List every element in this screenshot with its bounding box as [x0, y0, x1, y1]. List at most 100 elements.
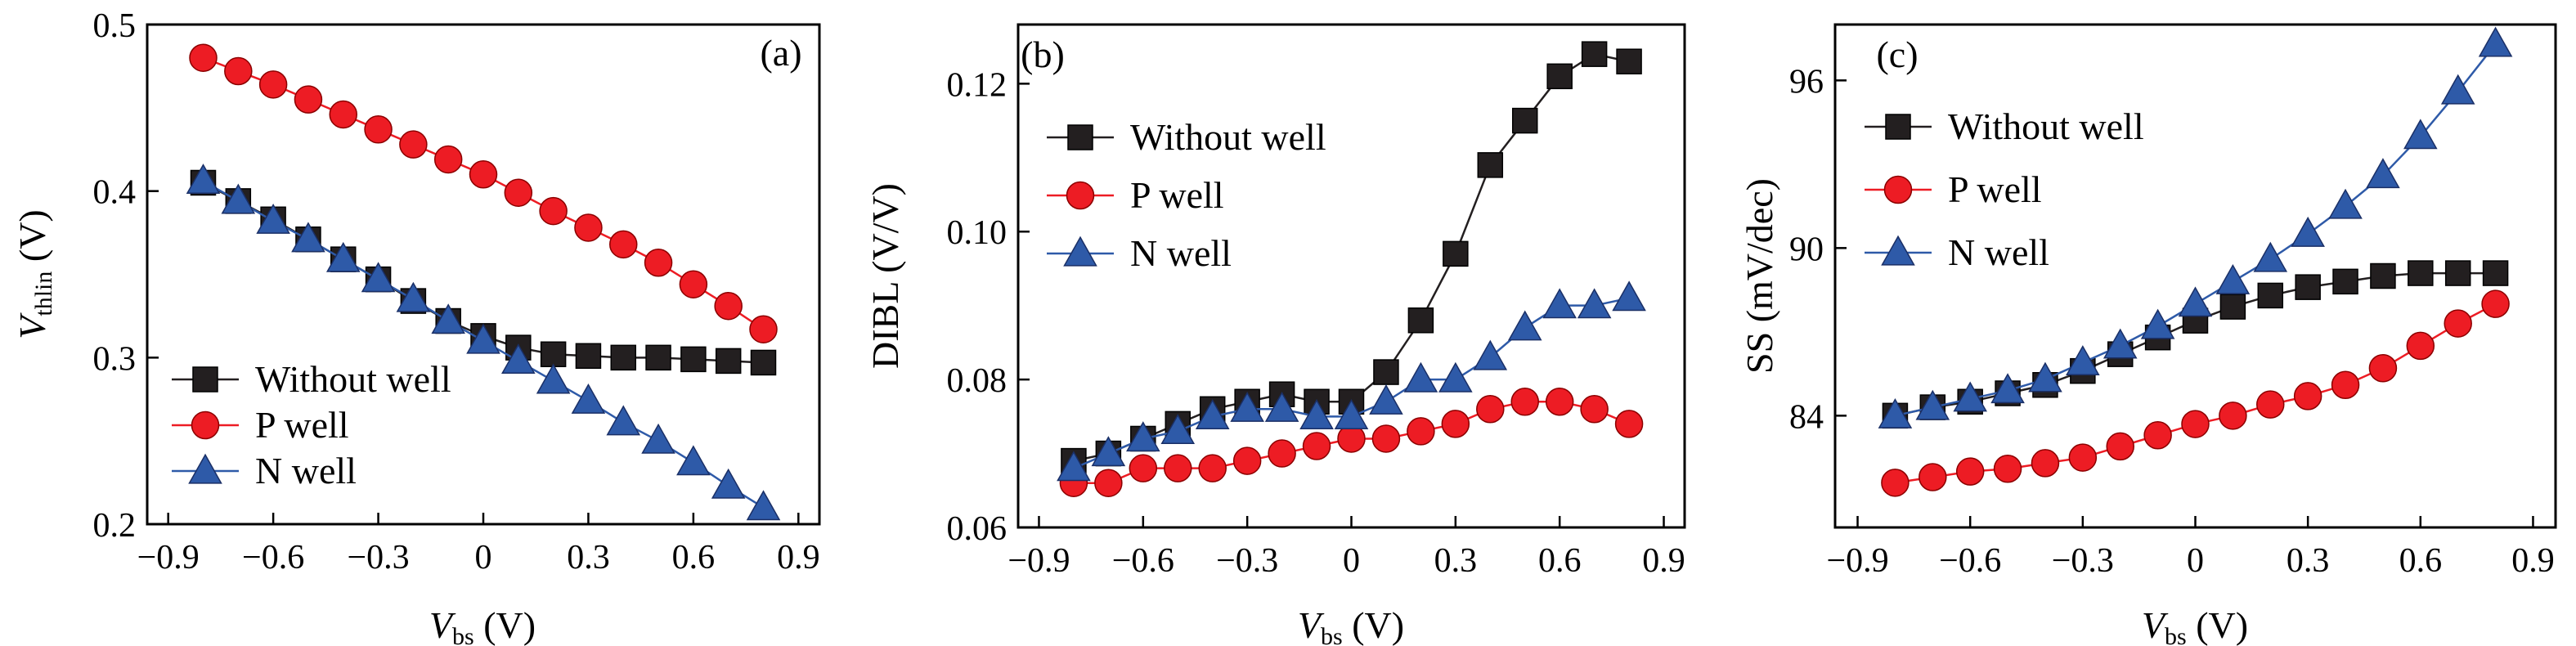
y-axis-label: DIBL (V/V) — [864, 183, 906, 369]
data-point — [2291, 216, 2325, 247]
x-tick-label: 0.3 — [2287, 542, 2330, 580]
legend-label: P well — [1948, 168, 2042, 210]
plot-frame — [146, 23, 821, 526]
data-point — [1919, 463, 1947, 491]
data-point — [2331, 370, 2360, 399]
data-point — [2181, 410, 2210, 438]
data-point — [1473, 339, 1508, 370]
data-point — [2444, 260, 2471, 286]
data-point — [1476, 395, 1505, 424]
data-point — [504, 178, 533, 207]
data-point — [325, 241, 361, 272]
legend-label: P well — [255, 404, 349, 446]
legend-entry: Without well — [1865, 105, 2144, 147]
data-point — [1094, 469, 1123, 497]
data-point — [1230, 391, 1264, 422]
legend-marker — [1066, 181, 1095, 210]
x-tick-label: −0.6 — [1939, 542, 2001, 580]
data-point — [1302, 432, 1331, 460]
data-point — [1616, 48, 1642, 74]
x-axis-label: Vbs (V) — [429, 604, 536, 646]
data-point — [2370, 262, 2396, 289]
series-triangle — [1878, 26, 2513, 428]
data-point — [2106, 432, 2134, 461]
data-point — [291, 222, 325, 253]
data-point — [501, 343, 536, 375]
data-point — [1057, 451, 1091, 482]
data-point — [750, 349, 777, 376]
data-point — [2031, 449, 2060, 478]
data-point — [2178, 286, 2213, 317]
legend-label: Without well — [255, 358, 451, 400]
data-point — [2215, 264, 2251, 294]
y-tick-label: 90 — [1789, 231, 1824, 268]
data-point — [433, 145, 463, 174]
data-point — [2481, 289, 2510, 318]
data-point — [606, 405, 641, 436]
data-point — [2028, 361, 2062, 393]
data-point — [539, 196, 568, 226]
x-tick-label: 0 — [475, 539, 492, 576]
x-tick-label: −0.6 — [1112, 542, 1174, 580]
data-point — [1126, 421, 1160, 452]
data-point — [679, 270, 708, 298]
y-tick-label: 0.5 — [93, 7, 137, 45]
data-point — [711, 468, 746, 499]
legend-marker — [1067, 124, 1093, 150]
y-tick-label: 0.12 — [947, 66, 1008, 104]
chart-panel-2: −0.9 −0.6 −0.3 0 0.3 0.6 0.9 84 90 96 Vbs (V) SS (m… — [1739, 23, 2557, 646]
data-point — [1577, 288, 1612, 319]
data-point — [1403, 361, 1438, 393]
legend-entry: Without well — [172, 358, 451, 400]
data-point — [1915, 389, 1950, 420]
data-point — [2478, 26, 2513, 57]
data-point — [1511, 107, 1538, 134]
data-point — [396, 281, 431, 312]
data-point — [2219, 402, 2247, 430]
data-point — [1371, 424, 1401, 453]
data-point — [1407, 417, 1435, 446]
data-point — [2219, 294, 2246, 320]
data-point — [1369, 384, 1403, 415]
legend-label: Without well — [1130, 116, 1326, 158]
data-point — [2066, 345, 2100, 376]
legend-entry: N well — [1865, 231, 2049, 273]
data-point — [1878, 398, 1913, 428]
data-point — [431, 303, 465, 334]
data-point — [2253, 241, 2288, 272]
data-point — [2332, 268, 2358, 295]
data-point — [399, 130, 428, 159]
data-point — [221, 183, 256, 214]
data-point — [609, 230, 638, 259]
data-point — [2256, 390, 2285, 419]
data-point — [645, 344, 671, 371]
data-point — [224, 56, 253, 86]
x-tick-label: −0.3 — [1216, 542, 1278, 580]
panel-label: (a) — [760, 32, 801, 74]
data-point — [469, 160, 498, 189]
data-point — [1129, 454, 1158, 482]
data-point — [258, 70, 288, 99]
y-tick-label: 84 — [1789, 398, 1824, 436]
legend-marker — [191, 410, 220, 440]
x-tick-label: −0.9 — [1008, 542, 1070, 580]
legend-marker — [1881, 235, 1915, 266]
x-tick-label: 0.9 — [777, 539, 820, 576]
series-triangle — [1057, 280, 1646, 482]
data-point — [329, 100, 357, 129]
data-point — [1507, 310, 1542, 341]
x-tick-label: −0.6 — [242, 539, 304, 576]
data-point — [714, 291, 743, 321]
data-point — [1953, 381, 1987, 412]
data-point — [1299, 399, 1334, 429]
data-point — [1580, 395, 1609, 424]
x-axis-label: Vbs (V) — [1298, 604, 1404, 646]
legend-label: N well — [255, 450, 357, 491]
data-point — [575, 343, 602, 370]
series-line — [1895, 43, 2497, 417]
data-point — [1612, 280, 1646, 312]
legend-label: N well — [1130, 232, 1232, 274]
legend-entry: N well — [1047, 232, 1232, 274]
series-triangle — [186, 164, 781, 521]
